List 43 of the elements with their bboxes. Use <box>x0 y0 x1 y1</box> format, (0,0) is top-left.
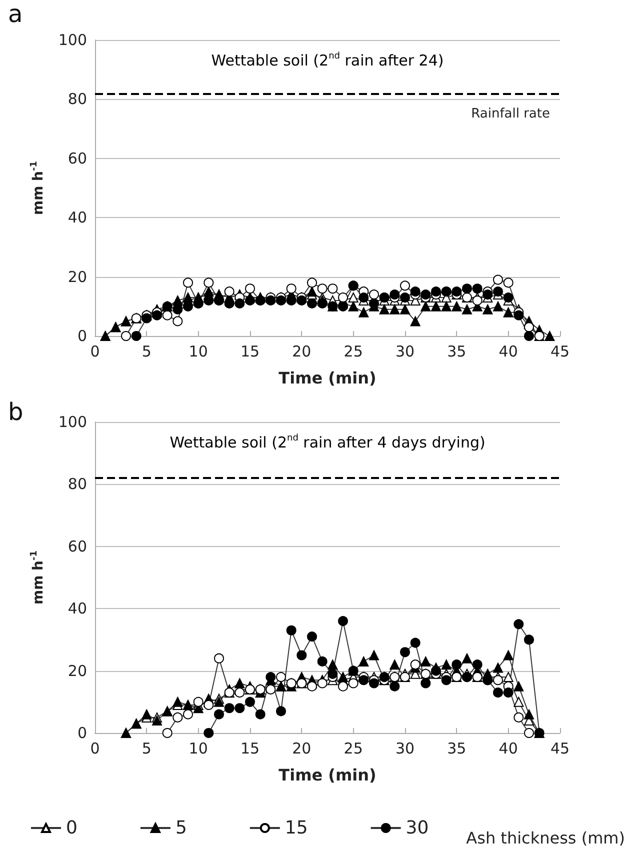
ref-line-label: Rainfall rate <box>471 106 550 122</box>
x-tick-label: 45 <box>550 740 570 758</box>
x-tick-label: 5 <box>142 740 152 758</box>
x-tick-label: 15 <box>240 740 260 758</box>
y-axis-title: mm h-1 <box>30 550 46 605</box>
x-tick-label: 25 <box>344 740 363 758</box>
y-tick-label: 40 <box>68 600 87 618</box>
y-tick-label: 20 <box>68 268 87 286</box>
x-tick-label: 15 <box>240 342 260 360</box>
x-tick-label: 40 <box>498 342 518 360</box>
x-tick-label: 10 <box>188 342 208 360</box>
x-tick-label: 5 <box>142 342 152 360</box>
x-tick-label: 30 <box>395 740 415 758</box>
y-tick-label: 40 <box>68 208 87 227</box>
x-tick-label: 25 <box>344 342 363 360</box>
legend-label: 30 <box>406 818 429 838</box>
x-axis-title: Time (min) <box>278 766 376 784</box>
x-tick-label: 0 <box>90 740 100 758</box>
x-tick-label: 35 <box>447 740 466 758</box>
x-tick-label: 10 <box>188 740 208 758</box>
y-axis-title: mm h-1 <box>30 160 46 216</box>
x-tick-label: 20 <box>292 342 312 360</box>
y-tick-label: 0 <box>77 724 87 742</box>
x-tick-label: 30 <box>395 342 415 360</box>
y-tick-label: 80 <box>68 475 87 494</box>
y-tick-label: 60 <box>68 149 87 168</box>
legend-label: 15 <box>284 818 308 838</box>
x-tick-label: 0 <box>90 342 100 360</box>
text: a <box>8 0 23 28</box>
y-tick-label: 20 <box>68 662 87 680</box>
x-tick-label: 20 <box>292 740 312 758</box>
x-tick-label: 45 <box>550 342 570 360</box>
x-tick-label: 40 <box>498 740 518 758</box>
y-tick-label: 100 <box>58 413 87 431</box>
legend-title: Ash thickness (mm) <box>466 828 625 848</box>
y-tick-label: 80 <box>68 90 87 108</box>
y-tick-label: 100 <box>58 31 87 49</box>
text: b <box>8 398 24 426</box>
x-tick-label: 35 <box>447 342 466 360</box>
y-tick-label: 0 <box>77 327 87 345</box>
x-axis-title: Time (min) <box>278 368 376 388</box>
y-tick-label: 60 <box>68 537 87 556</box>
legend-label: 5 <box>175 818 187 838</box>
